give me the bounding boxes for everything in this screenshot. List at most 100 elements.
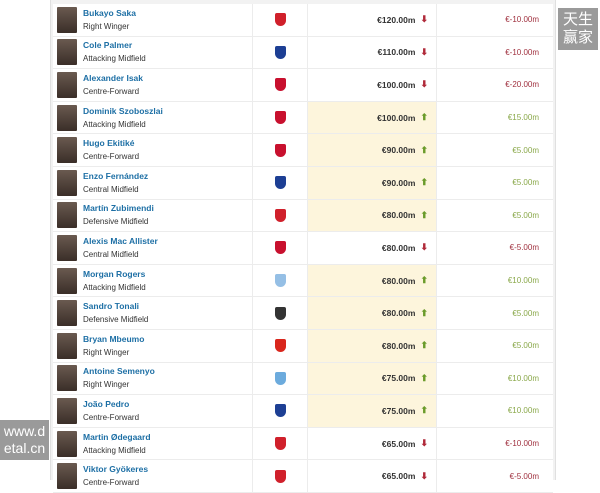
- player-cell: Alexis Mac Allister Central Midfield: [53, 232, 253, 264]
- player-name-link[interactable]: Martín Zubimendi: [83, 203, 154, 214]
- chelsea-crest-icon[interactable]: [274, 176, 286, 190]
- newcastle-crest-icon[interactable]: [274, 306, 286, 320]
- player-photo: [57, 202, 77, 229]
- arrow-up-icon: ⬆: [420, 144, 428, 155]
- player-position: Right Winger: [83, 21, 130, 31]
- player-photo: [57, 430, 77, 457]
- player-name-link[interactable]: Cole Palmer: [83, 40, 133, 51]
- player-name-link[interactable]: Dominik Szoboszlai: [83, 105, 163, 116]
- table-row: Dominik Szoboszlai Attacking Midfield €1…: [53, 101, 553, 135]
- club-cell: [253, 329, 308, 362]
- player-photo: [57, 463, 77, 490]
- club-cell: [253, 460, 308, 492]
- value-change: €-5.00m: [509, 243, 539, 253]
- market-value-cell: €90.00m ⬆: [308, 134, 437, 166]
- value-change: €-10.00m: [505, 439, 539, 449]
- club-cell: [253, 134, 308, 166]
- market-value: €80.00m: [381, 275, 416, 286]
- player-name-link[interactable]: Sandro Tonali: [83, 301, 140, 312]
- arrow-down-icon: ⬇: [420, 46, 428, 57]
- player-photo: [57, 300, 77, 327]
- market-value-cell: €80.00m ⬇: [308, 232, 437, 264]
- value-change: €-10.00m: [505, 15, 539, 25]
- table-row: Morgan Rogers Attacking Midfield €80.00m…: [53, 264, 553, 298]
- table-row: Martin Ødegaard Attacking Midfield €65.0…: [53, 427, 553, 461]
- watermark-top: 天生赢家: [558, 8, 598, 50]
- arsenal-crest-icon[interactable]: [274, 437, 286, 451]
- player-position: Attacking Midfield: [83, 119, 146, 129]
- arsenal-crest-icon[interactable]: [274, 208, 286, 222]
- arrow-up-icon: ⬆: [420, 209, 428, 220]
- player-name-link[interactable]: Hugo Ekitiké: [83, 138, 135, 149]
- chelsea-crest-icon[interactable]: [274, 404, 286, 418]
- liverpool-crest-icon[interactable]: [274, 111, 286, 125]
- market-value: €90.00m: [381, 145, 416, 156]
- arrow-down-icon: ⬇: [420, 14, 428, 25]
- player-cell: Martín Zubimendi Defensive Midfield: [53, 199, 253, 232]
- table-row: Cole Palmer Attacking Midfield €110.00m ⬇…: [53, 36, 553, 70]
- player-position: Attacking Midfield: [83, 282, 146, 292]
- player-photo: [57, 169, 77, 196]
- player-cell: Cole Palmer Attacking Midfield: [53, 36, 253, 69]
- player-cell: Sandro Tonali Defensive Midfield: [53, 297, 253, 329]
- player-position: Right Winger: [83, 347, 130, 357]
- player-name-link[interactable]: Bryan Mbeumo: [83, 333, 145, 344]
- player-name-link[interactable]: Alexander Isak: [83, 72, 144, 83]
- table-row: Enzo Fernández Central Midfield €90.00m ⬆…: [53, 166, 553, 200]
- table-row: Alexis Mac Allister Central Midfield €80…: [53, 232, 553, 265]
- player-name-link[interactable]: Morgan Rogers: [83, 268, 146, 279]
- man-city-crest-icon[interactable]: [274, 371, 286, 385]
- market-value-cell: €80.00m ⬆: [308, 329, 437, 362]
- chelsea-crest-icon[interactable]: [274, 45, 286, 59]
- market-value: €65.00m: [381, 438, 416, 449]
- market-value-cell: €120.00m ⬇: [308, 4, 437, 36]
- arrow-up-icon: ⬆: [420, 340, 428, 351]
- market-value-cell: €80.00m ⬆: [308, 199, 437, 232]
- value-change: €10.00m: [507, 276, 539, 286]
- value-change: €5.00m: [512, 341, 539, 351]
- arsenal-crest-icon[interactable]: [274, 469, 286, 483]
- market-value: €65.00m: [381, 471, 416, 482]
- liverpool-crest-icon[interactable]: [274, 143, 286, 157]
- arsenal-crest-icon[interactable]: [274, 13, 286, 27]
- player-photo: [57, 267, 77, 294]
- table-row: Bukayo Saka Right Winger €120.00m ⬇ €-10.…: [53, 4, 553, 37]
- club-cell: [253, 166, 308, 199]
- value-change: €10.00m: [507, 406, 539, 416]
- value-change: €-10.00m: [505, 47, 539, 57]
- club-cell: [253, 297, 308, 329]
- player-name-link[interactable]: Enzo Fernández: [83, 170, 149, 181]
- player-name-link[interactable]: Viktor Gyökeres: [83, 464, 149, 475]
- value-change: €5.00m: [512, 145, 539, 155]
- market-value: €75.00m: [381, 405, 416, 416]
- player-name-link[interactable]: Bukayo Saka: [83, 7, 136, 18]
- liverpool-crest-icon[interactable]: [274, 78, 286, 92]
- table-row: Hugo Ekitiké Centre-Forward €90.00m ⬆ €5.…: [53, 134, 553, 167]
- club-cell: [253, 199, 308, 232]
- player-cell: Bukayo Saka Right Winger: [53, 4, 253, 36]
- player-photo: [57, 104, 77, 131]
- market-value: €80.00m: [381, 210, 416, 221]
- player-name-link[interactable]: João Pedro: [83, 398, 130, 409]
- club-cell: [253, 69, 308, 101]
- player-position: Centre-Forward: [83, 86, 140, 96]
- club-cell: [253, 427, 308, 460]
- table-row: Sandro Tonali Defensive Midfield €80.00m…: [53, 297, 553, 330]
- player-cell: João Pedro Centre-Forward: [53, 395, 253, 427]
- player-name-link[interactable]: Antoine Semenyo: [83, 366, 155, 377]
- player-name-link[interactable]: Martin Ødegaard: [83, 431, 151, 442]
- market-value: €80.00m: [381, 242, 416, 253]
- player-name-link[interactable]: Alexis Mac Allister: [83, 235, 158, 246]
- player-photo: [57, 39, 77, 66]
- man-utd-crest-icon[interactable]: [274, 339, 286, 353]
- value-change: €10.00m: [507, 373, 539, 383]
- aston-villa-crest-icon[interactable]: [274, 274, 286, 288]
- value-change: €5.00m: [512, 308, 539, 318]
- liverpool-crest-icon[interactable]: [274, 241, 286, 255]
- player-position: Attacking Midfield: [83, 54, 146, 64]
- player-position: Defensive Midfield: [83, 315, 149, 325]
- market-value-cell: €65.00m ⬇: [308, 427, 437, 460]
- player-position: Right Winger: [83, 380, 130, 390]
- player-position: Defensive Midfield: [83, 217, 149, 227]
- value-change: €-20.00m: [505, 80, 539, 90]
